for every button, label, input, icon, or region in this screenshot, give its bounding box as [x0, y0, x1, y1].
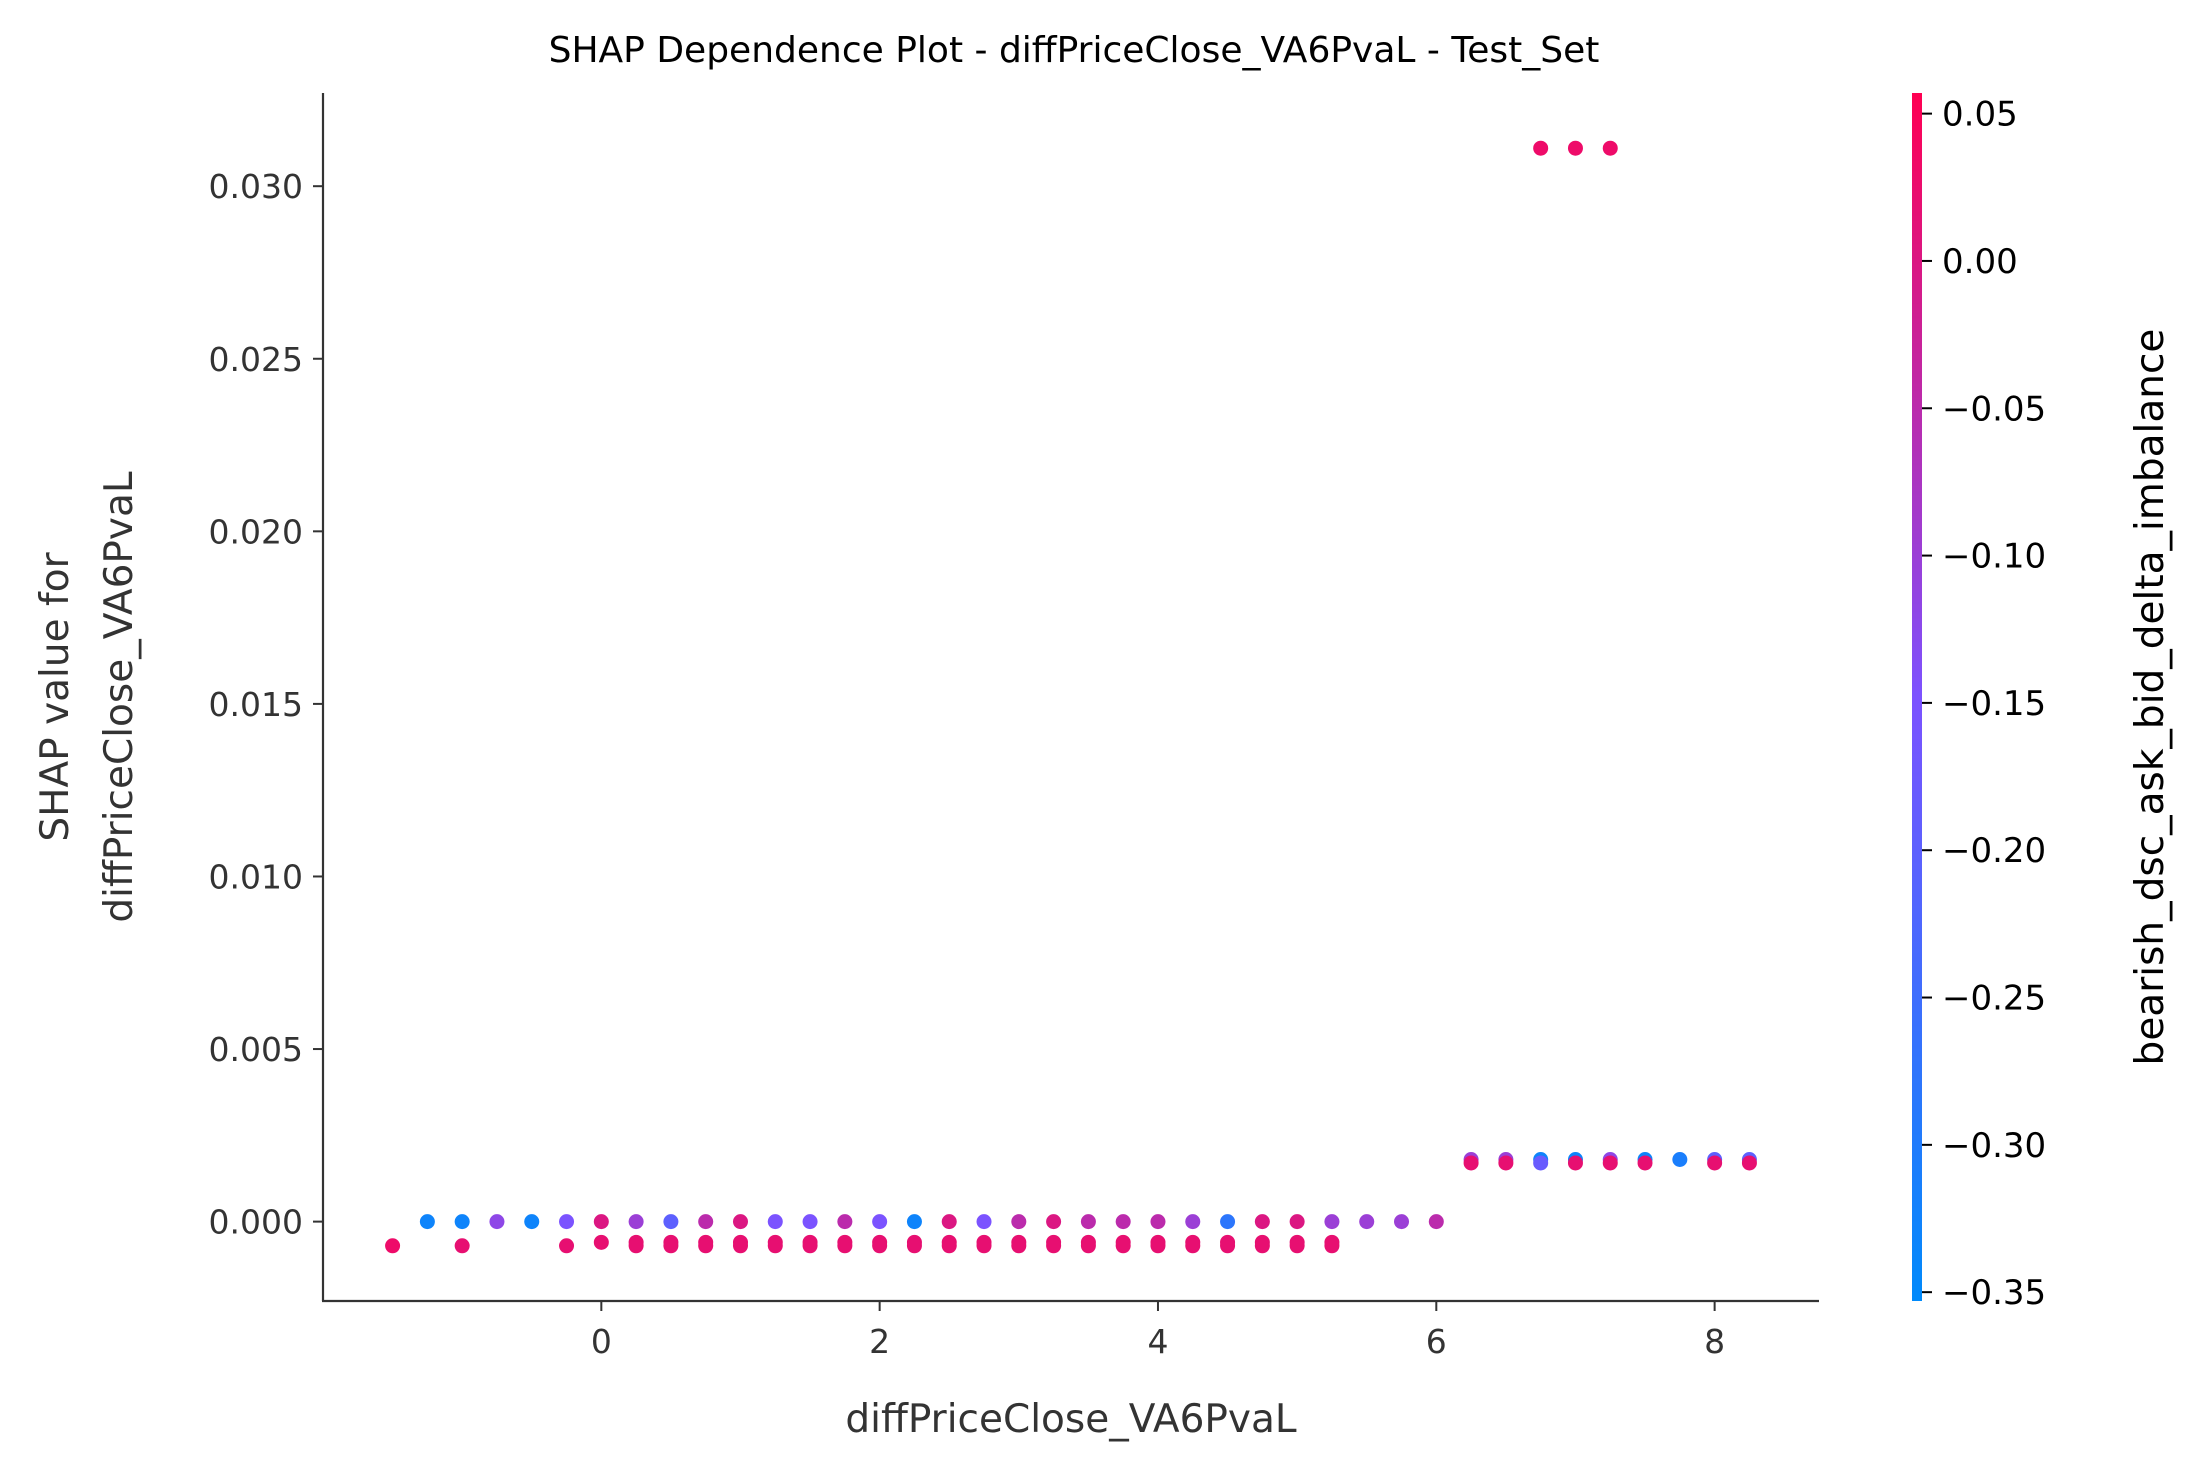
colorbar — [1912, 93, 1922, 1301]
y-tick-label: 0.005 — [209, 1030, 303, 1069]
scatter-point — [1394, 1214, 1410, 1230]
scatter-point — [802, 1214, 818, 1230]
scatter-points — [385, 140, 1757, 1254]
scatter-point — [628, 1214, 644, 1230]
scatter-point — [628, 1238, 644, 1254]
scatter-point — [1637, 1155, 1653, 1171]
scatter-point — [1359, 1214, 1375, 1230]
y-tick-label: 0.000 — [209, 1203, 303, 1242]
y-tick-label: 0.020 — [209, 512, 303, 551]
y-axis-ticks: 0.000 0.005 0.010 0.015 0.020 0.025 0.030 — [209, 167, 323, 1242]
scatter-point — [941, 1214, 957, 1230]
scatter-point — [1533, 140, 1549, 156]
y-tick-label: 0.015 — [209, 685, 303, 724]
scatter-point — [941, 1238, 957, 1254]
scatter-point — [1707, 1155, 1723, 1171]
scatter-point — [1046, 1214, 1062, 1230]
scatter-point — [1672, 1151, 1688, 1167]
scatter-point — [593, 1234, 609, 1250]
x-tick-label: 6 — [1426, 1322, 1447, 1361]
scatter-point — [419, 1214, 435, 1230]
scatter-point — [663, 1214, 679, 1230]
scatter-point — [1011, 1214, 1027, 1230]
colorbar-tick-label: 0.05 — [1942, 95, 2018, 135]
scatter-point — [1115, 1214, 1131, 1230]
scatter-point — [767, 1214, 783, 1230]
colorbar-tick-label: −0.30 — [1942, 1126, 2046, 1166]
scatter-point — [837, 1214, 853, 1230]
scatter-point — [1428, 1214, 1444, 1230]
scatter-point — [872, 1238, 888, 1254]
scatter-point — [593, 1214, 609, 1230]
scatter-point — [1567, 140, 1583, 156]
scatter-point — [1533, 1155, 1549, 1171]
x-tick-label: 0 — [591, 1322, 612, 1361]
colorbar-label: bearish_dsc_ask_bid_delta_imbalance — [2128, 329, 2173, 1066]
scatter-point — [559, 1238, 575, 1254]
scatter-point — [489, 1214, 505, 1230]
y-axis-label-line-1: SHAP value for — [33, 551, 78, 841]
scatter-point — [1150, 1238, 1166, 1254]
scatter-point — [767, 1238, 783, 1254]
scatter-point — [385, 1238, 401, 1254]
scatter-point — [1220, 1214, 1236, 1230]
colorbar-tick-label: −0.05 — [1942, 389, 2046, 429]
scatter-point — [1567, 1155, 1583, 1171]
scatter-point — [559, 1214, 575, 1230]
scatter-point — [732, 1214, 748, 1230]
scatter-point — [698, 1214, 714, 1230]
scatter-point — [1185, 1214, 1201, 1230]
scatter-point — [1289, 1214, 1305, 1230]
y-axis-label-line-2: diffPriceClose_VA6PvaL — [97, 471, 142, 923]
scatter-point — [1046, 1238, 1062, 1254]
colorbar-tick-label: −0.25 — [1942, 979, 2046, 1019]
scatter-point — [906, 1238, 922, 1254]
colorbar-tick-label: −0.10 — [1942, 537, 2046, 577]
scatter-point — [1324, 1214, 1340, 1230]
y-tick-label: 0.030 — [209, 167, 303, 206]
colorbar-tick-label: 0.00 — [1942, 242, 2018, 282]
scatter-point — [976, 1238, 992, 1254]
colorbar-tick-label: −0.35 — [1942, 1273, 2046, 1313]
scatter-point — [1080, 1238, 1096, 1254]
scatter-point — [1602, 1155, 1618, 1171]
scatter-point — [698, 1238, 714, 1254]
x-axis-label: diffPriceClose_VA6PvaL — [845, 1397, 1297, 1442]
scatter-point — [663, 1238, 679, 1254]
scatter-point — [872, 1214, 888, 1230]
scatter-point — [1741, 1155, 1757, 1171]
scatter-point — [454, 1238, 470, 1254]
scatter-point — [976, 1214, 992, 1230]
chart-title: SHAP Dependence Plot - diffPriceClose_VA… — [549, 30, 1600, 71]
scatter-point — [1498, 1155, 1514, 1171]
scatter-point — [524, 1214, 540, 1230]
scatter-point — [1080, 1214, 1096, 1230]
x-tick-label: 2 — [869, 1322, 890, 1361]
scatter-point — [1185, 1238, 1201, 1254]
x-tick-label: 4 — [1147, 1322, 1168, 1361]
scatter-point — [802, 1238, 818, 1254]
colorbar-ticks: 0.05 0.00 −0.05 −0.10 −0.15 −0.20 −0.25 −0.30 −0… — [1922, 95, 2046, 1313]
scatter-point — [1324, 1238, 1340, 1254]
scatter-point — [454, 1214, 470, 1230]
scatter-point — [906, 1214, 922, 1230]
scatter-point — [837, 1238, 853, 1254]
scatter-point — [1254, 1214, 1270, 1230]
scatter-point — [1150, 1214, 1166, 1230]
scatter-point — [1254, 1238, 1270, 1254]
y-tick-label: 0.010 — [209, 857, 303, 896]
scatter-point — [1115, 1238, 1131, 1254]
colorbar-tick-label: −0.20 — [1942, 831, 2046, 871]
scatter-point — [1011, 1238, 1027, 1254]
scatter-point — [1289, 1238, 1305, 1254]
scatter-point — [1602, 140, 1618, 156]
x-axis-ticks: 0 2 4 6 8 — [591, 1301, 1725, 1361]
scatter-point — [1220, 1238, 1236, 1254]
scatter-point — [732, 1238, 748, 1254]
scatter-point — [1463, 1155, 1479, 1171]
colorbar-tick-label: −0.15 — [1942, 684, 2046, 724]
y-tick-label: 0.025 — [209, 340, 303, 379]
x-tick-label: 8 — [1704, 1322, 1725, 1361]
